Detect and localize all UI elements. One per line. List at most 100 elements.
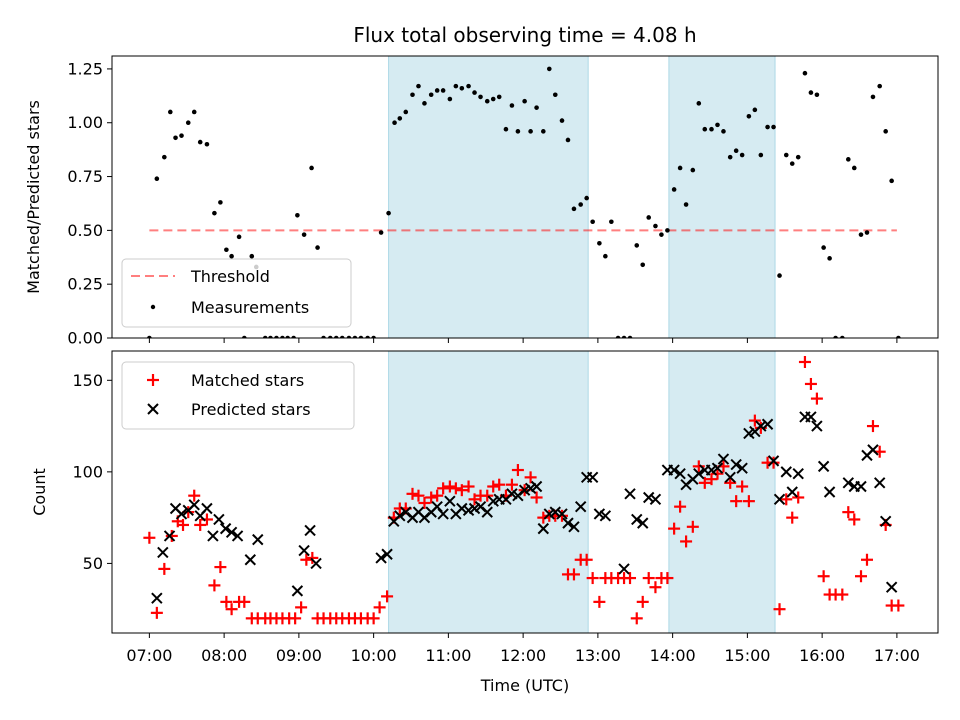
legend-measurements-swatch: [150, 304, 156, 310]
matched-star-point: [736, 480, 749, 493]
measurement-point: [333, 335, 339, 338]
predicted-star-point: [456, 502, 468, 515]
matched-star-point: [848, 513, 861, 526]
measurement-point: [185, 120, 191, 126]
measurement-point: [197, 139, 203, 145]
measurement-point: [559, 118, 565, 123]
measurement-point: [709, 126, 714, 132]
predicted-star-point: [549, 506, 561, 518]
matched-star-point: [524, 471, 537, 484]
matched-star-point: [462, 480, 475, 493]
measurement-point: [280, 335, 285, 338]
matched-star-point: [742, 495, 755, 508]
predicted-star-point: [530, 480, 543, 493]
measurement-point: [690, 167, 696, 173]
measurement-point: [858, 232, 864, 237]
matched-star-point: [238, 595, 251, 608]
measurement-points: [147, 66, 901, 338]
y-tick-label: 1.25: [67, 59, 103, 78]
measurement-point: [191, 109, 197, 115]
measurement-point: [173, 135, 178, 141]
matched-star-point: [449, 482, 462, 495]
predicted-star-point: [805, 411, 817, 423]
predicted-star-point: [823, 486, 836, 498]
matched-star-point: [767, 456, 780, 469]
measurement-point: [422, 101, 427, 106]
matched-star-point: [412, 489, 425, 502]
legend-matched-swatch: [147, 374, 159, 386]
predicted-star-point: [755, 420, 767, 432]
measurement-point: [727, 154, 733, 160]
matched-star-point: [730, 495, 743, 508]
x-tick-label: 10:00: [351, 646, 397, 665]
predicted-star-point: [225, 526, 238, 538]
predicted-star-point: [298, 544, 310, 557]
measurement-point: [453, 83, 459, 89]
legend-predicted-swatch: [147, 403, 159, 415]
measurement-point: [621, 335, 627, 338]
predicted-star-point: [244, 554, 256, 566]
predicted-star-point: [879, 515, 892, 528]
matched-star-point: [773, 603, 786, 616]
matched-star-point: [194, 518, 207, 531]
measurement-point: [466, 83, 471, 89]
y-tick-label: 1.00: [67, 113, 103, 132]
legend-threshold-label: Threshold: [190, 267, 270, 286]
matched-star-point: [842, 506, 855, 519]
matched-star-point: [860, 553, 873, 566]
matched-star-point: [892, 599, 905, 612]
predicted-star-point: [736, 462, 748, 474]
x-tick-label: 13:00: [575, 646, 621, 665]
measurement-point: [503, 126, 509, 132]
matched-star-point: [158, 562, 171, 575]
matched-star-point: [649, 581, 662, 594]
measurement-point: [392, 120, 397, 126]
measurement-point: [268, 335, 273, 338]
matched-star-point: [810, 392, 823, 405]
bottom-y-axis-label: Count: [30, 468, 49, 516]
matched-star-point: [220, 595, 233, 608]
matched-star-point: [300, 553, 313, 566]
measurement-point: [765, 124, 770, 130]
matched-star-point: [425, 491, 438, 504]
shaded-span: [668, 56, 776, 338]
measurement-point: [603, 253, 608, 259]
predicted-star-point: [310, 557, 322, 570]
bottom-legend: Matched stars Predicted stars: [121, 361, 355, 430]
matched-star-point: [792, 491, 805, 504]
matched-star-point: [537, 511, 550, 524]
matched-star-point: [836, 588, 849, 601]
matched-star-point: [406, 487, 419, 500]
matched-star-point: [692, 460, 705, 473]
measurement-point: [615, 335, 621, 338]
measurement-point: [309, 165, 314, 171]
predicted-star-point: [767, 455, 780, 467]
predicted-star-point: [717, 453, 730, 465]
measurement-point: [896, 335, 901, 338]
bottom-x-axis: 07:00 08:00 09:00 10:00 11:00 12:00 13:00 14:00…: [126, 633, 920, 665]
predicted-star-point: [668, 464, 680, 476]
matched-star-point: [804, 377, 817, 390]
measurement-point: [472, 90, 477, 95]
predicted-star-point: [175, 508, 188, 520]
measurement-point: [410, 92, 415, 98]
matched-star-point: [624, 572, 637, 585]
measurement-point: [397, 116, 403, 121]
top-y-axis: 0.00 0.25 0.50 0.75 1.00 1.25: [67, 59, 112, 348]
measurement-point: [365, 335, 370, 338]
matched-star-point: [177, 518, 190, 531]
measurement-point: [870, 94, 876, 100]
shaded-span: [668, 351, 776, 633]
predicted-star-point: [855, 480, 867, 493]
legend-predicted-label: Predicted stars: [191, 400, 311, 419]
measurement-point: [315, 245, 320, 250]
measurement-point: [179, 133, 184, 138]
measurement-point: [371, 335, 376, 338]
predicted-star-point: [631, 513, 643, 526]
measurement-point: [168, 109, 173, 115]
matched-star-point: [418, 496, 431, 509]
measurement-point: [352, 335, 358, 338]
measurement-point: [758, 152, 764, 158]
matched-star-point: [381, 590, 394, 603]
